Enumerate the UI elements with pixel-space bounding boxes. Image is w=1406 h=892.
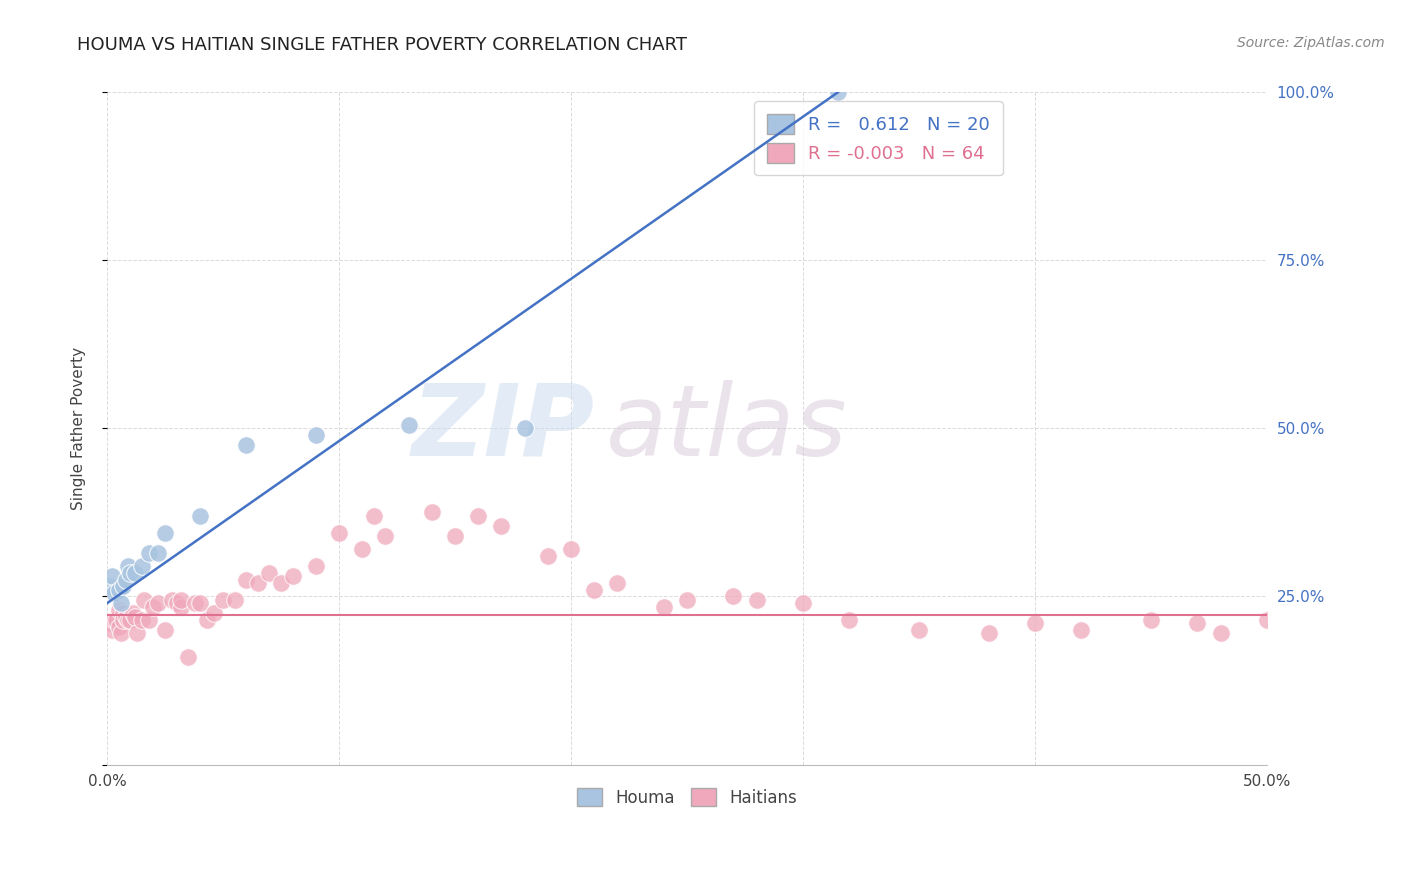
Point [977, 626, 1000, 640]
Point [177, 650, 200, 665]
Point [100, 623, 122, 637]
Point [153, 623, 176, 637]
Point [170, 592, 193, 607]
Point [170, 599, 193, 614]
Point [160, 592, 183, 607]
Point [606, 576, 628, 591]
Point [328, 525, 350, 540]
Point [112, 607, 135, 621]
Point [491, 519, 513, 533]
Text: Source: ZipAtlas.com: Source: ZipAtlas.com [1237, 36, 1385, 50]
Point [560, 542, 582, 557]
Point [305, 428, 328, 442]
Point [259, 566, 281, 580]
Point [1070, 623, 1092, 637]
Point [117, 559, 139, 574]
Point [467, 508, 489, 523]
Point [583, 582, 606, 597]
Point [444, 529, 467, 543]
Point [107, 603, 129, 617]
Point [131, 559, 153, 574]
Point [114, 573, 136, 587]
Point [112, 579, 135, 593]
Point [827, 86, 849, 100]
Point [107, 582, 129, 597]
Point [124, 566, 146, 580]
Point [745, 592, 768, 607]
Point [114, 609, 136, 624]
Point [134, 592, 156, 607]
Point [1209, 626, 1232, 640]
Legend: Houma, Haitians: Houma, Haitians [569, 781, 804, 814]
Point [235, 573, 257, 587]
Point [146, 596, 169, 610]
Point [723, 590, 745, 604]
Point [908, 623, 931, 637]
Point [792, 596, 814, 610]
Point [188, 508, 211, 523]
Point [224, 592, 246, 607]
Point [270, 576, 292, 591]
Point [166, 596, 188, 610]
Point [652, 599, 675, 614]
Point [374, 529, 396, 543]
Point [305, 559, 328, 574]
Point [1187, 616, 1209, 631]
Point [105, 613, 128, 627]
Point [138, 613, 160, 627]
Point [1140, 613, 1163, 627]
Point [117, 613, 139, 627]
Point [124, 609, 146, 624]
Text: ZIP: ZIP [412, 380, 595, 477]
Y-axis label: Single Father Poverty: Single Father Poverty [72, 347, 86, 510]
Point [98, 579, 121, 593]
Point [120, 566, 142, 580]
Text: atlas: atlas [606, 380, 848, 477]
Point [110, 596, 132, 610]
Point [103, 586, 125, 600]
Point [352, 542, 374, 557]
Point [235, 438, 257, 452]
Point [398, 418, 420, 433]
Point [537, 549, 560, 563]
Point [112, 613, 135, 627]
Point [195, 613, 218, 627]
Point [281, 569, 304, 583]
Point [100, 569, 122, 583]
Text: HOUMA VS HAITIAN SINGLE FATHER POVERTY CORRELATION CHART: HOUMA VS HAITIAN SINGLE FATHER POVERTY C… [77, 36, 688, 54]
Point [212, 592, 235, 607]
Point [107, 620, 129, 634]
Point [246, 576, 269, 591]
Point [1024, 616, 1046, 631]
Point [202, 607, 225, 621]
Point [1256, 613, 1278, 627]
Point [676, 592, 699, 607]
Point [153, 525, 176, 540]
Point [120, 613, 142, 627]
Point [363, 508, 385, 523]
Point [184, 596, 207, 610]
Point [131, 613, 153, 627]
Point [138, 546, 160, 560]
Point [420, 506, 443, 520]
Point [98, 616, 121, 631]
Point [103, 613, 125, 627]
Point [188, 596, 211, 610]
Point [142, 599, 165, 614]
Point [121, 607, 143, 621]
Point [146, 546, 169, 560]
Point [127, 626, 149, 640]
Point [838, 613, 860, 627]
Point [513, 421, 536, 435]
Point [110, 626, 132, 640]
